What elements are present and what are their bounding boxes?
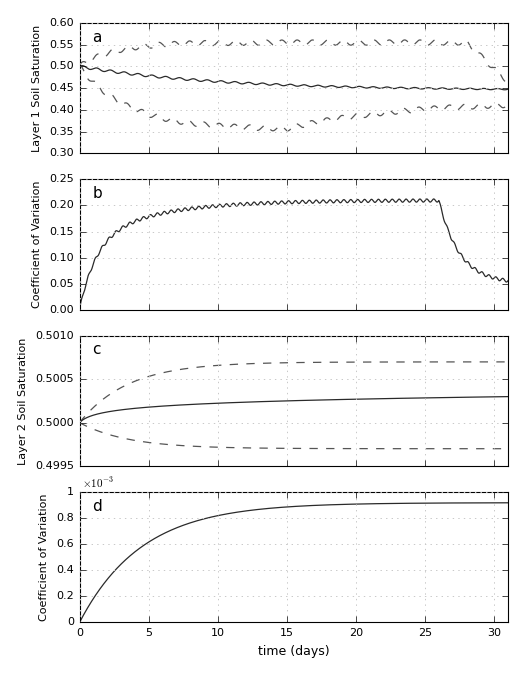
Y-axis label: Layer 2 Soil Saturation: Layer 2 Soil Saturation [18, 337, 28, 464]
Y-axis label: Layer 1 Soil Saturation: Layer 1 Soil Saturation [32, 24, 42, 151]
Text: a: a [93, 30, 102, 45]
X-axis label: time (days): time (days) [258, 645, 330, 658]
Text: b: b [93, 186, 102, 201]
Text: c: c [93, 342, 101, 358]
Text: d: d [93, 499, 102, 514]
Y-axis label: Coefficient of Variation: Coefficient of Variation [32, 180, 42, 308]
Text: $\times 10^{-3}$: $\times 10^{-3}$ [82, 475, 114, 489]
Y-axis label: Coefficient of Variation: Coefficient of Variation [39, 493, 49, 621]
